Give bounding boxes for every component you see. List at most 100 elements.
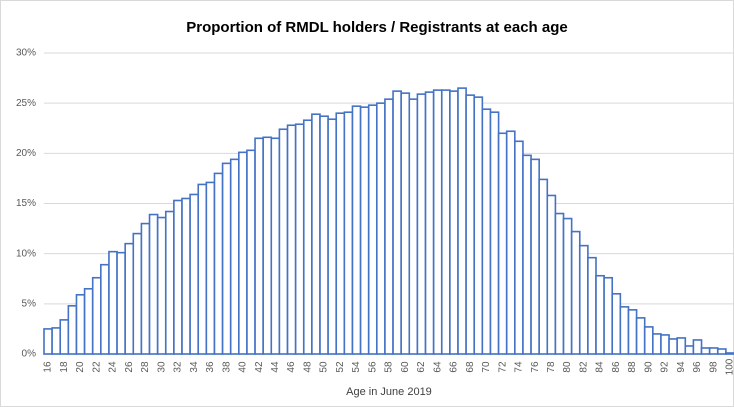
bar — [505, 130, 516, 355]
x-tick-label: 52 — [335, 361, 346, 373]
bar — [205, 181, 216, 355]
bar — [457, 87, 467, 355]
bar — [43, 328, 53, 355]
bar — [173, 199, 183, 355]
x-tick-label: 28 — [140, 361, 151, 373]
bar — [643, 326, 654, 355]
bar — [278, 128, 289, 355]
bar — [465, 94, 476, 355]
x-tick-label: 44 — [270, 361, 281, 373]
x-tick-label: 94 — [676, 361, 687, 373]
y-tick-label: 30% — [16, 48, 36, 59]
x-tick-label: 76 — [530, 361, 541, 373]
x-tick-label: 56 — [367, 361, 378, 373]
bar — [652, 333, 662, 355]
x-tick-label: 82 — [578, 361, 589, 373]
bar — [140, 222, 151, 355]
y-tick-label: 25% — [16, 98, 36, 109]
y-tick-label: 10% — [16, 248, 36, 259]
bar — [376, 102, 386, 355]
bar — [716, 348, 727, 355]
bar — [270, 137, 281, 355]
x-tick-label: 46 — [286, 361, 297, 373]
x-tick-label: 72 — [497, 361, 508, 373]
bar — [708, 347, 719, 355]
bar — [91, 276, 102, 355]
chart-title: Proportion of RMDL holders / Registrants… — [186, 19, 567, 36]
bar — [335, 112, 346, 355]
x-tick-label: 48 — [302, 361, 313, 373]
bar — [619, 306, 630, 355]
x-tick-label: 60 — [400, 361, 411, 373]
bar — [213, 172, 224, 355]
bar — [221, 162, 232, 355]
bar — [400, 92, 411, 355]
bar — [132, 232, 143, 355]
bar — [408, 98, 419, 355]
bar — [108, 250, 118, 355]
x-tick-label: 36 — [205, 361, 216, 373]
bar — [554, 212, 565, 355]
bar — [181, 197, 191, 355]
y-tick-label: 20% — [16, 148, 36, 159]
bar — [570, 230, 581, 355]
bar — [481, 108, 492, 355]
bar — [246, 149, 256, 355]
x-tick-label: 100 — [725, 358, 734, 375]
x-tick-label: 16 — [43, 361, 54, 373]
x-tick-label: 90 — [643, 361, 654, 373]
bar — [124, 242, 135, 355]
bar — [530, 158, 540, 355]
bar — [522, 154, 532, 355]
bar — [75, 294, 86, 355]
x-tick-label: 58 — [384, 361, 395, 373]
bar — [367, 104, 378, 355]
x-tick-label: 84 — [595, 361, 606, 373]
bar — [603, 276, 614, 355]
bar — [302, 119, 313, 355]
x-axis-title: Age in June 2019 — [346, 386, 432, 398]
bar — [254, 137, 264, 355]
bar — [627, 309, 638, 355]
bar — [440, 89, 451, 355]
bar — [164, 210, 175, 355]
x-tick-label: 38 — [221, 361, 232, 373]
bar — [156, 216, 167, 355]
bar — [676, 337, 687, 355]
bar — [100, 263, 110, 355]
bar — [449, 90, 459, 355]
bar — [343, 111, 354, 355]
bar — [286, 124, 297, 355]
bar — [684, 345, 695, 355]
bar — [238, 151, 248, 355]
bar — [327, 118, 338, 355]
bar — [473, 96, 484, 355]
bar — [668, 338, 678, 355]
bar — [351, 105, 362, 355]
y-tick-label: 5% — [22, 298, 37, 309]
bar — [359, 106, 370, 355]
bar — [514, 140, 524, 355]
x-tick-label: 80 — [562, 361, 573, 373]
x-tick-label: 50 — [319, 361, 330, 373]
x-tick-label: 96 — [692, 361, 703, 373]
bar — [311, 113, 321, 355]
x-tick-label: 40 — [238, 361, 249, 373]
bar — [67, 305, 78, 355]
bar — [59, 319, 70, 355]
bar — [83, 287, 94, 355]
y-tick-label: 0% — [22, 349, 37, 360]
x-tick-label: 24 — [108, 361, 119, 373]
x-tick-label: 66 — [449, 361, 460, 373]
bar — [725, 352, 734, 355]
x-tick-label: 20 — [75, 361, 86, 373]
bar — [384, 98, 394, 355]
bar — [416, 93, 427, 355]
x-tick-label: 26 — [124, 361, 135, 373]
bar — [489, 111, 500, 355]
x-tick-label: 22 — [91, 361, 102, 373]
bar — [197, 183, 208, 355]
bar — [660, 334, 670, 355]
bar — [587, 256, 597, 355]
x-tick-label: 42 — [254, 361, 265, 373]
